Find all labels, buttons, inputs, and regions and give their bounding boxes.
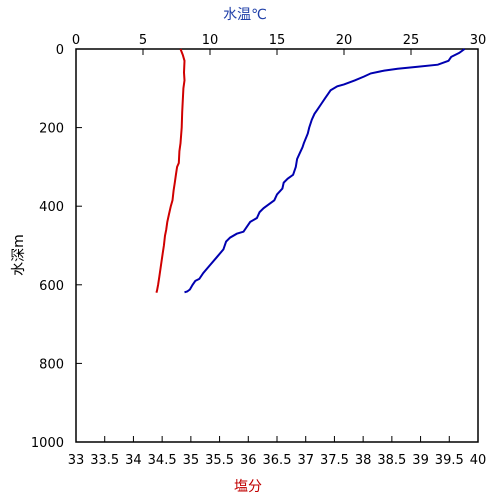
top-tick-label: 15 xyxy=(269,33,286,48)
bottom-tick-label: 36 xyxy=(240,453,257,468)
top-axis-ticks: 0 5 10 15 20 25 30 xyxy=(72,33,486,55)
bottom-tick-label: 35 xyxy=(183,453,200,468)
bottom-axis-title: 塩分 xyxy=(234,479,262,495)
top-tick-label: 30 xyxy=(470,33,487,48)
top-tick-label: 25 xyxy=(403,33,420,48)
left-tick-label: 400 xyxy=(39,200,64,215)
top-tick-label: 5 xyxy=(139,33,147,48)
left-tick-label: 600 xyxy=(39,279,64,294)
plot-frame xyxy=(75,48,479,443)
bottom-tick-label: 40 xyxy=(470,453,487,468)
bottom-tick-label: 34 xyxy=(125,453,142,468)
bottom-tick-label: 39 xyxy=(412,453,429,468)
bottom-tick-label: 33 xyxy=(68,453,85,468)
bottom-tick-label: 35.5 xyxy=(205,453,234,468)
left-tick-label: 200 xyxy=(39,122,64,137)
bottom-tick-label: 38.5 xyxy=(377,453,406,468)
top-tick-label: 10 xyxy=(202,33,219,48)
bottom-tick-label: 33.5 xyxy=(90,453,119,468)
top-tick-label: 0 xyxy=(72,33,80,48)
bottom-tick-label: 36.5 xyxy=(263,453,292,468)
bottom-tick-label: 39.5 xyxy=(435,453,464,468)
left-tick-label: 800 xyxy=(39,357,64,372)
top-tick-label: 20 xyxy=(336,33,353,48)
bottom-tick-label: 37.5 xyxy=(320,453,349,468)
left-tick-label: 0 xyxy=(56,43,64,58)
top-axis-title: 水温℃ xyxy=(223,7,267,23)
bottom-tick-label: 38 xyxy=(355,453,372,468)
temperature-profile-line xyxy=(184,48,466,294)
bottom-axis-ticks: 33 33.5 34 34.5 35 35.5 36 36.5 37 37.5 38 38.5 39 39… xyxy=(68,436,487,468)
bottom-tick-label: 34.5 xyxy=(148,453,177,468)
series-layer xyxy=(155,48,466,294)
left-tick-label: 1000 xyxy=(31,436,64,451)
salinity-profile-line xyxy=(155,48,186,293)
left-axis-title: 水深m xyxy=(11,234,27,276)
bottom-tick-label: 37 xyxy=(297,453,314,468)
left-axis-ticks: 0 200 400 600 800 1000 xyxy=(31,43,82,451)
